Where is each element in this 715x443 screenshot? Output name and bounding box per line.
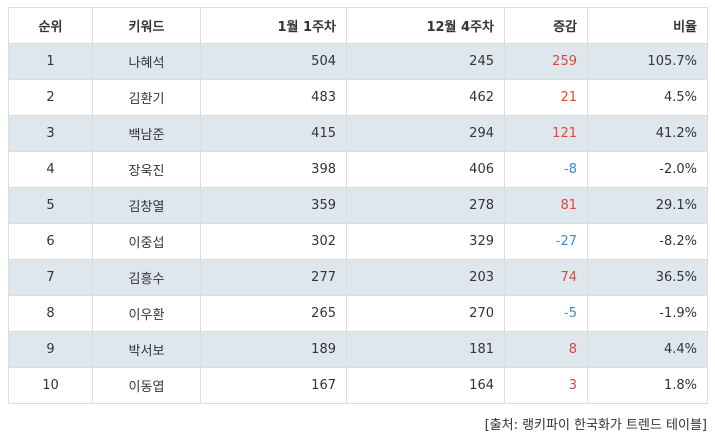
cell-change: 8 <box>504 331 588 368</box>
cell-week1: 359 <box>200 187 347 224</box>
cell-week1: 277 <box>200 259 347 296</box>
cell-ratio: 36.5% <box>587 259 708 296</box>
cell-change: -8 <box>504 151 588 188</box>
cell-ratio: 4.4% <box>587 331 708 368</box>
cell-change: 121 <box>504 115 588 152</box>
cell-keyword: 이중섭 <box>92 223 201 260</box>
cell-ratio: 41.2% <box>587 115 708 152</box>
cell-keyword: 김흥수 <box>92 259 201 296</box>
cell-keyword: 장욱진 <box>92 151 201 188</box>
rank-table: 순위 키워드 1월 1주차 12월 4주차 증감 비율 1 나혜석 504 245 25… <box>8 7 708 404</box>
table-row: 3 백남준 415 294 121 41.2% <box>8 115 708 152</box>
cell-rank: 2 <box>8 79 93 116</box>
header-rank: 순위 <box>8 7 93 44</box>
cell-ratio: 105.7% <box>587 43 708 80</box>
cell-week-prev: 406 <box>346 151 505 188</box>
cell-week1: 189 <box>200 331 347 368</box>
cell-week-prev: 294 <box>346 115 505 152</box>
table-row: 7 김흥수 277 203 74 36.5% <box>8 259 708 296</box>
cell-week-prev: 462 <box>346 79 505 116</box>
cell-ratio: -2.0% <box>587 151 708 188</box>
table-header-row: 순위 키워드 1월 1주차 12월 4주차 증감 비율 <box>8 7 708 44</box>
cell-keyword: 백남준 <box>92 115 201 152</box>
cell-change: 259 <box>504 43 588 80</box>
header-ratio: 비율 <box>587 7 708 44</box>
cell-keyword: 이동엽 <box>92 367 201 404</box>
cell-week-prev: 278 <box>346 187 505 224</box>
cell-change: -27 <box>504 223 588 260</box>
header-week-prev: 12월 4주차 <box>346 7 505 44</box>
cell-change: 81 <box>504 187 588 224</box>
cell-week1: 398 <box>200 151 347 188</box>
cell-ratio: 29.1% <box>587 187 708 224</box>
cell-rank: 1 <box>8 43 93 80</box>
cell-rank: 7 <box>8 259 93 296</box>
cell-week-prev: 329 <box>346 223 505 260</box>
cell-ratio: -8.2% <box>587 223 708 260</box>
cell-week-prev: 164 <box>346 367 505 404</box>
table-row: 10 이동엽 167 164 3 1.8% <box>8 367 708 404</box>
cell-keyword: 김창열 <box>92 187 201 224</box>
table-row: 2 김환기 483 462 21 4.5% <box>8 79 708 116</box>
cell-rank: 6 <box>8 223 93 260</box>
cell-rank: 9 <box>8 331 93 368</box>
cell-week1: 302 <box>200 223 347 260</box>
cell-keyword: 박서보 <box>92 331 201 368</box>
cell-rank: 3 <box>8 115 93 152</box>
cell-week1: 167 <box>200 367 347 404</box>
table-row: 4 장욱진 398 406 -8 -2.0% <box>8 151 708 188</box>
cell-change: 3 <box>504 367 588 404</box>
cell-keyword: 나혜석 <box>92 43 201 80</box>
cell-rank: 8 <box>8 295 93 332</box>
cell-week-prev: 181 <box>346 331 505 368</box>
cell-change: -5 <box>504 295 588 332</box>
cell-ratio: 4.5% <box>587 79 708 116</box>
cell-ratio: -1.9% <box>587 295 708 332</box>
cell-rank: 10 <box>8 367 93 404</box>
cell-week1: 415 <box>200 115 347 152</box>
cell-week-prev: 203 <box>346 259 505 296</box>
source-caption: [출처: 랭키파이 한국화가 트렌드 테이블] <box>484 418 707 433</box>
table-row: 6 이중섭 302 329 -27 -8.2% <box>8 223 708 260</box>
cell-week-prev: 270 <box>346 295 505 332</box>
cell-rank: 4 <box>8 151 93 188</box>
table-row: 1 나혜석 504 245 259 105.7% <box>8 43 708 80</box>
rank-table-container: 순위 키워드 1월 1주차 12월 4주차 증감 비율 1 나혜석 504 245 25… <box>8 7 708 404</box>
cell-week1: 483 <box>200 79 347 116</box>
table-row: 8 이우환 265 270 -5 -1.9% <box>8 295 708 332</box>
cell-rank: 5 <box>8 187 93 224</box>
cell-keyword: 김환기 <box>92 79 201 116</box>
cell-week1: 265 <box>200 295 347 332</box>
table-row: 9 박서보 189 181 8 4.4% <box>8 331 708 368</box>
header-week1: 1월 1주차 <box>200 7 347 44</box>
cell-week1: 504 <box>200 43 347 80</box>
header-change: 증감 <box>504 7 588 44</box>
cell-change: 74 <box>504 259 588 296</box>
cell-change: 21 <box>504 79 588 116</box>
cell-week-prev: 245 <box>346 43 505 80</box>
header-keyword: 키워드 <box>92 7 201 44</box>
cell-keyword: 이우환 <box>92 295 201 332</box>
table-row: 5 김창열 359 278 81 29.1% <box>8 187 708 224</box>
table-body: 1 나혜석 504 245 259 105.7% 2 김환기 483 462 21 4.5% 3 백남준 4… <box>8 43 708 404</box>
cell-ratio: 1.8% <box>587 367 708 404</box>
